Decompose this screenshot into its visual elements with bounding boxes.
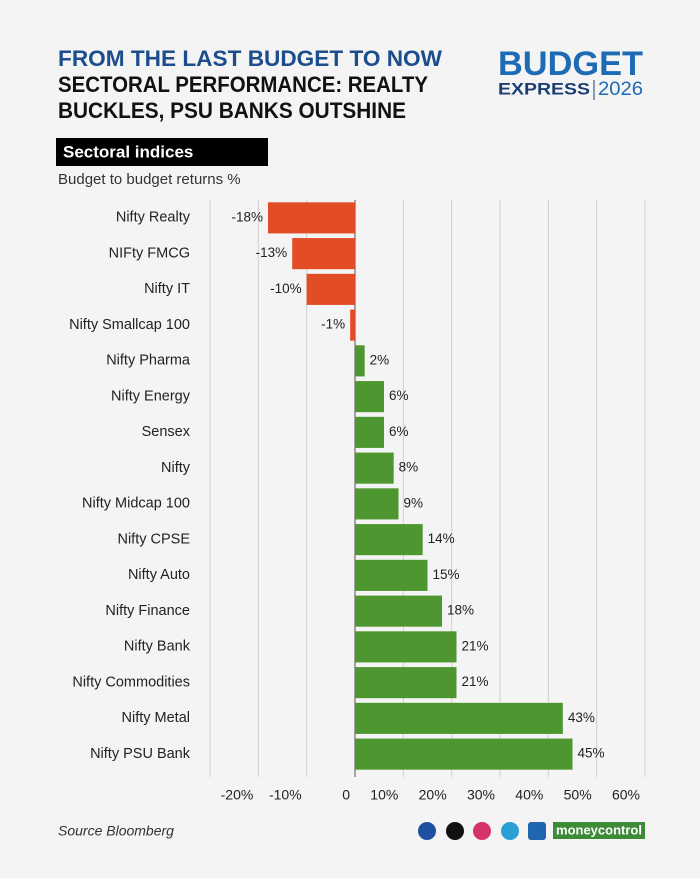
y-tick-label: Nifty Finance [105, 603, 190, 619]
value-label: 9% [404, 495, 424, 510]
bar [268, 202, 355, 234]
logo-year: 2026 [598, 79, 643, 100]
y-tick-label: Nifty CPSE [117, 531, 190, 547]
bar [355, 488, 399, 520]
value-label: -1% [321, 317, 345, 332]
icon-facebook [418, 822, 436, 840]
y-tick-label: Nifty PSU Bank [90, 746, 191, 762]
y-tick-label: Nifty Realty [116, 210, 191, 226]
value-label: 21% [462, 674, 489, 689]
value-label: 2% [370, 352, 390, 367]
bar [355, 381, 384, 413]
value-label: 21% [462, 638, 489, 653]
bar [350, 309, 355, 341]
brand-box [553, 822, 645, 839]
bar [355, 345, 365, 377]
bar [355, 738, 573, 770]
x-tick-label: 40% [515, 787, 543, 803]
y-tick-label: Nifty Pharma [106, 353, 191, 369]
chart-title: Sectoral indices [63, 142, 193, 161]
section-box [56, 138, 268, 166]
bar [355, 524, 423, 556]
icon-linkedin [528, 822, 546, 840]
x-tick-label: -20% [221, 787, 254, 803]
logo-middle: EXPRESS [498, 79, 590, 98]
value-label: 8% [399, 460, 419, 475]
kicker: FROM THE LAST BUDGET TO NOW [58, 46, 442, 71]
icon-x [446, 822, 464, 840]
bar [355, 631, 457, 663]
chart-subtitle: Budget to budget returns % [58, 171, 241, 188]
y-tick-label: Nifty Auto [128, 567, 190, 583]
x-tick-label: 30% [467, 787, 495, 803]
y-tick-label: Nifty Bank [124, 639, 191, 655]
y-tick-label: Nifty Energy [111, 388, 191, 404]
y-tick-label: Nifty Midcap 100 [82, 496, 190, 512]
value-label: 6% [389, 388, 409, 403]
bar [355, 452, 394, 484]
y-tick-label: Nifty [161, 460, 191, 476]
bar [292, 238, 355, 270]
bar [355, 416, 384, 448]
bar [355, 667, 457, 699]
x-tick-label: 50% [564, 787, 592, 803]
value-label: -10% [270, 281, 302, 296]
social-icons [418, 822, 546, 840]
value-label: -13% [256, 245, 288, 260]
brand: moneycontrol [556, 822, 642, 837]
title-line: BUCKLES, PSU BANKS OUTSHINE [58, 98, 406, 123]
value-label: 43% [568, 710, 595, 725]
value-label: 45% [578, 746, 605, 761]
value-label: -18% [231, 209, 263, 224]
value-label: 15% [433, 567, 460, 582]
bar [355, 702, 563, 734]
bar [306, 273, 355, 305]
bar [355, 559, 428, 591]
x-tick-label: 20% [419, 787, 447, 803]
x-tick-label: 10% [370, 787, 398, 803]
logo-top: BUDGET [498, 45, 643, 83]
icon-telegram [501, 822, 519, 840]
title-line: SECTORAL PERFORMANCE: REALTY [58, 72, 428, 97]
y-tick-label: Nifty IT [144, 281, 190, 297]
x-tick-label: -10% [269, 787, 302, 803]
bar [355, 595, 442, 627]
value-label: 14% [428, 531, 455, 546]
y-tick-label: NIFty FMCG [109, 245, 190, 261]
y-tick-label: Nifty Smallcap 100 [69, 317, 190, 333]
value-label: 6% [389, 424, 409, 439]
source: Source Bloomberg [58, 823, 174, 839]
y-tick-label: Nifty Metal [122, 710, 191, 726]
y-tick-label: Nifty Commodities [72, 674, 190, 690]
y-tick-label: Sensex [142, 424, 191, 440]
value-label: 18% [447, 603, 474, 618]
x-tick-label: 60% [612, 787, 640, 803]
icon-instagram [473, 822, 491, 840]
x-tick-label: 0 [342, 787, 350, 803]
